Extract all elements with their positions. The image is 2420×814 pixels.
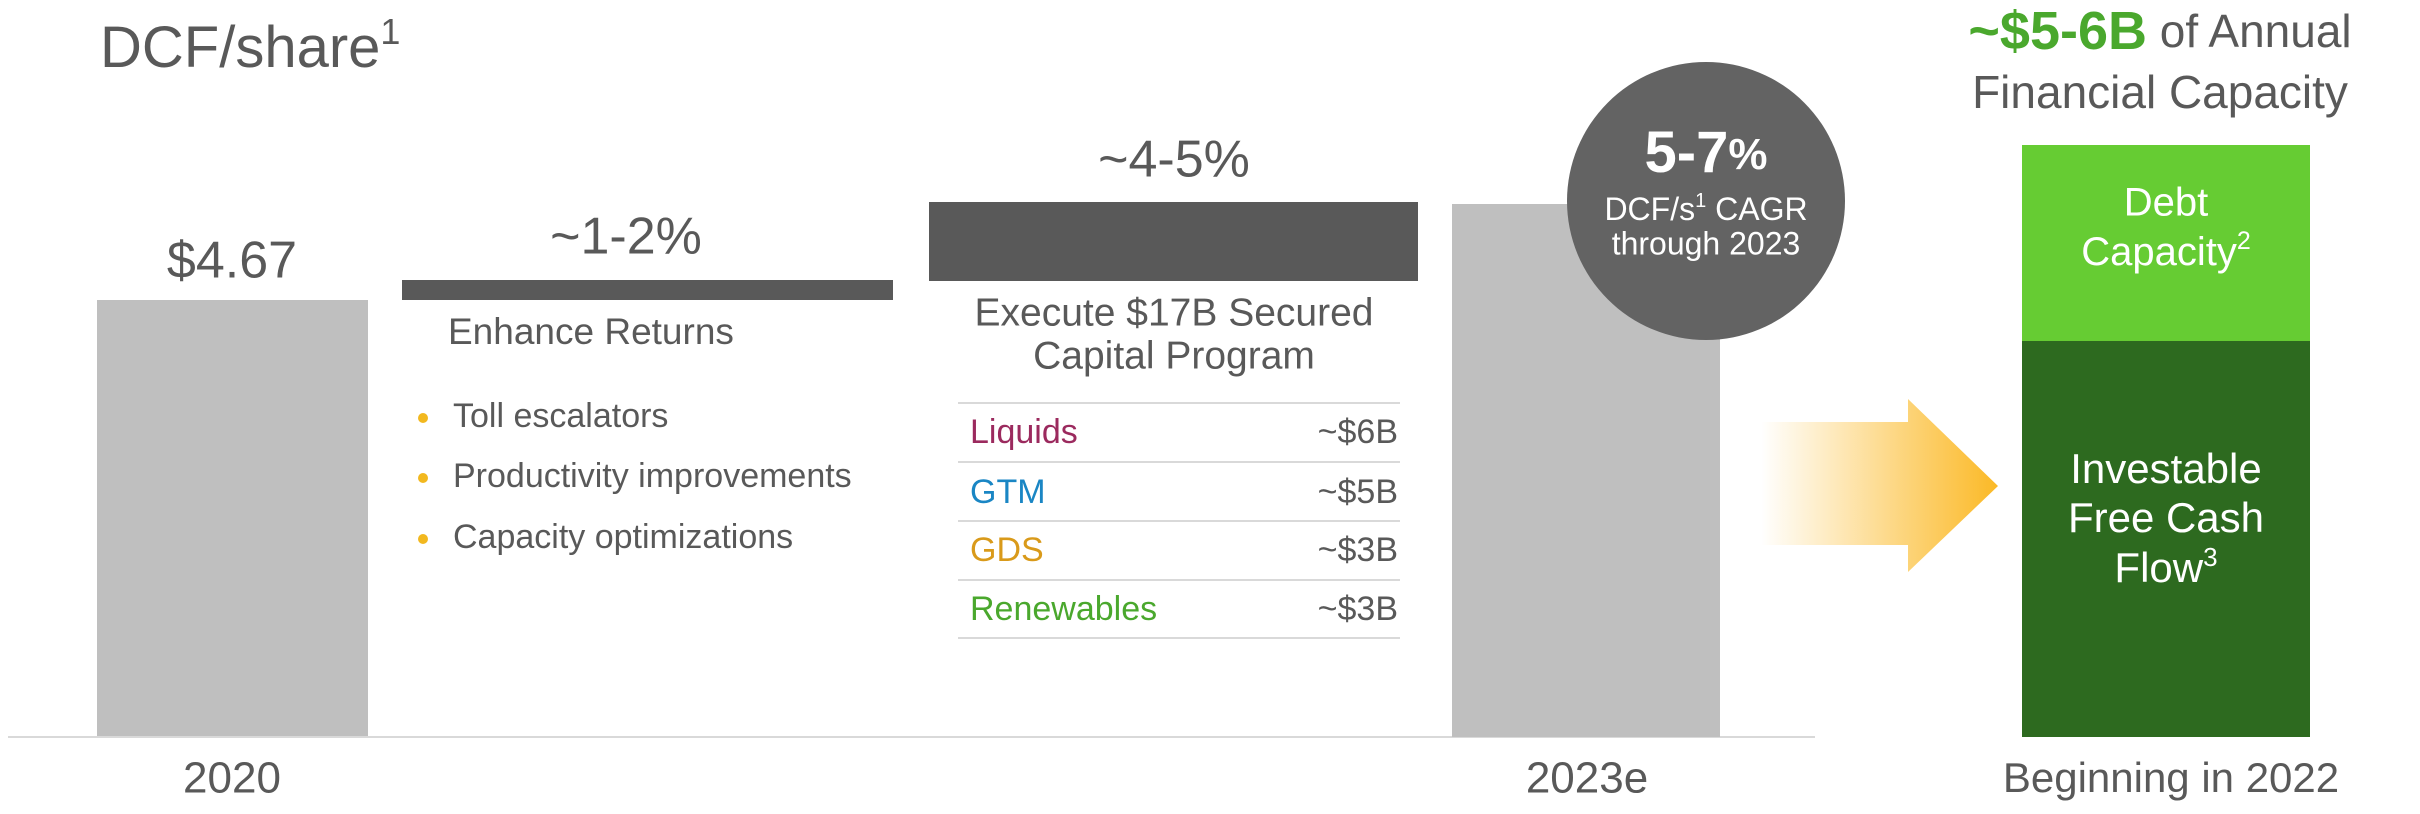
bullet-dot [418,534,428,544]
debt-box [2022,145,2310,341]
title: DCF/share1 [100,11,400,81]
badge-line: through 2023 [1612,225,1801,261]
capacity-footer: Beginning in 2022 [2003,754,2339,801]
bullet: Capacity optimizations [453,518,793,556]
debt-text: Debt [2124,181,2209,225]
table-amount: ~$3B [1318,590,1398,628]
debt-text: Capacity2 [2081,227,2251,274]
badge-note: 1 [1695,190,1706,212]
end-label: 2023e [1526,754,1648,803]
fcf-note: 3 [2203,542,2217,572]
table-amount: ~$6B [1318,413,1398,451]
step-heading: Capital Program [1033,334,1315,377]
bullet: Productivity improvements [453,457,852,495]
step-change: ~1-2% [550,208,702,266]
badge-number: 5-7 [1645,120,1729,185]
step-heading: Execute $17B Secured [975,291,1374,334]
badge [1567,62,1845,340]
debt-note: 2 [2237,227,2251,255]
bullet-dot [418,473,428,483]
arrow [1761,399,1998,572]
table-name: GTM [970,473,1046,511]
fcf-text: Free Cash [2068,494,2264,541]
table-name: Renewables [970,590,1157,628]
fcf-box [2022,341,2310,737]
capacity-title-text: Financial Capacity [1972,66,2348,118]
bullet: Toll escalators [453,397,668,435]
table-name: Liquids [970,413,1078,451]
badge-line: DCF/s1 CAGR [1604,190,1807,227]
badge-unit: % [1728,130,1767,179]
step-bar [402,280,893,300]
fcf-text: Flow3 [2114,542,2217,591]
table-lines [958,402,1400,639]
start-value: $4.67 [167,232,297,290]
title-text: DCF/share [100,15,380,80]
fcf-text: Investable [2070,445,2261,492]
badge-text: CAGR [1706,191,1807,227]
table-amount: ~$3B [1318,531,1398,569]
capacity-title: ~$5-6B of Annual [1968,1,2351,61]
step-bar [929,202,1418,281]
bullet-dot [418,413,428,423]
title-note: 1 [380,11,400,52]
debt-line: Capacity [2081,230,2237,274]
start-label: 2020 [183,754,281,803]
capacity-highlight: ~$5-6B [1968,1,2147,61]
capacity-title-text: of Annual [2147,5,2352,57]
table-amount: ~$5B [1318,473,1398,511]
table-name: GDS [970,531,1044,569]
start-bar [97,300,368,737]
step-heading: Enhance Returns [448,311,734,352]
badge-text: DCF/s [1604,191,1695,227]
badge-value: 5-7% [1645,120,1768,185]
fcf-line: Flow [2114,544,2203,591]
step-change: ~4-5% [1098,131,1250,189]
